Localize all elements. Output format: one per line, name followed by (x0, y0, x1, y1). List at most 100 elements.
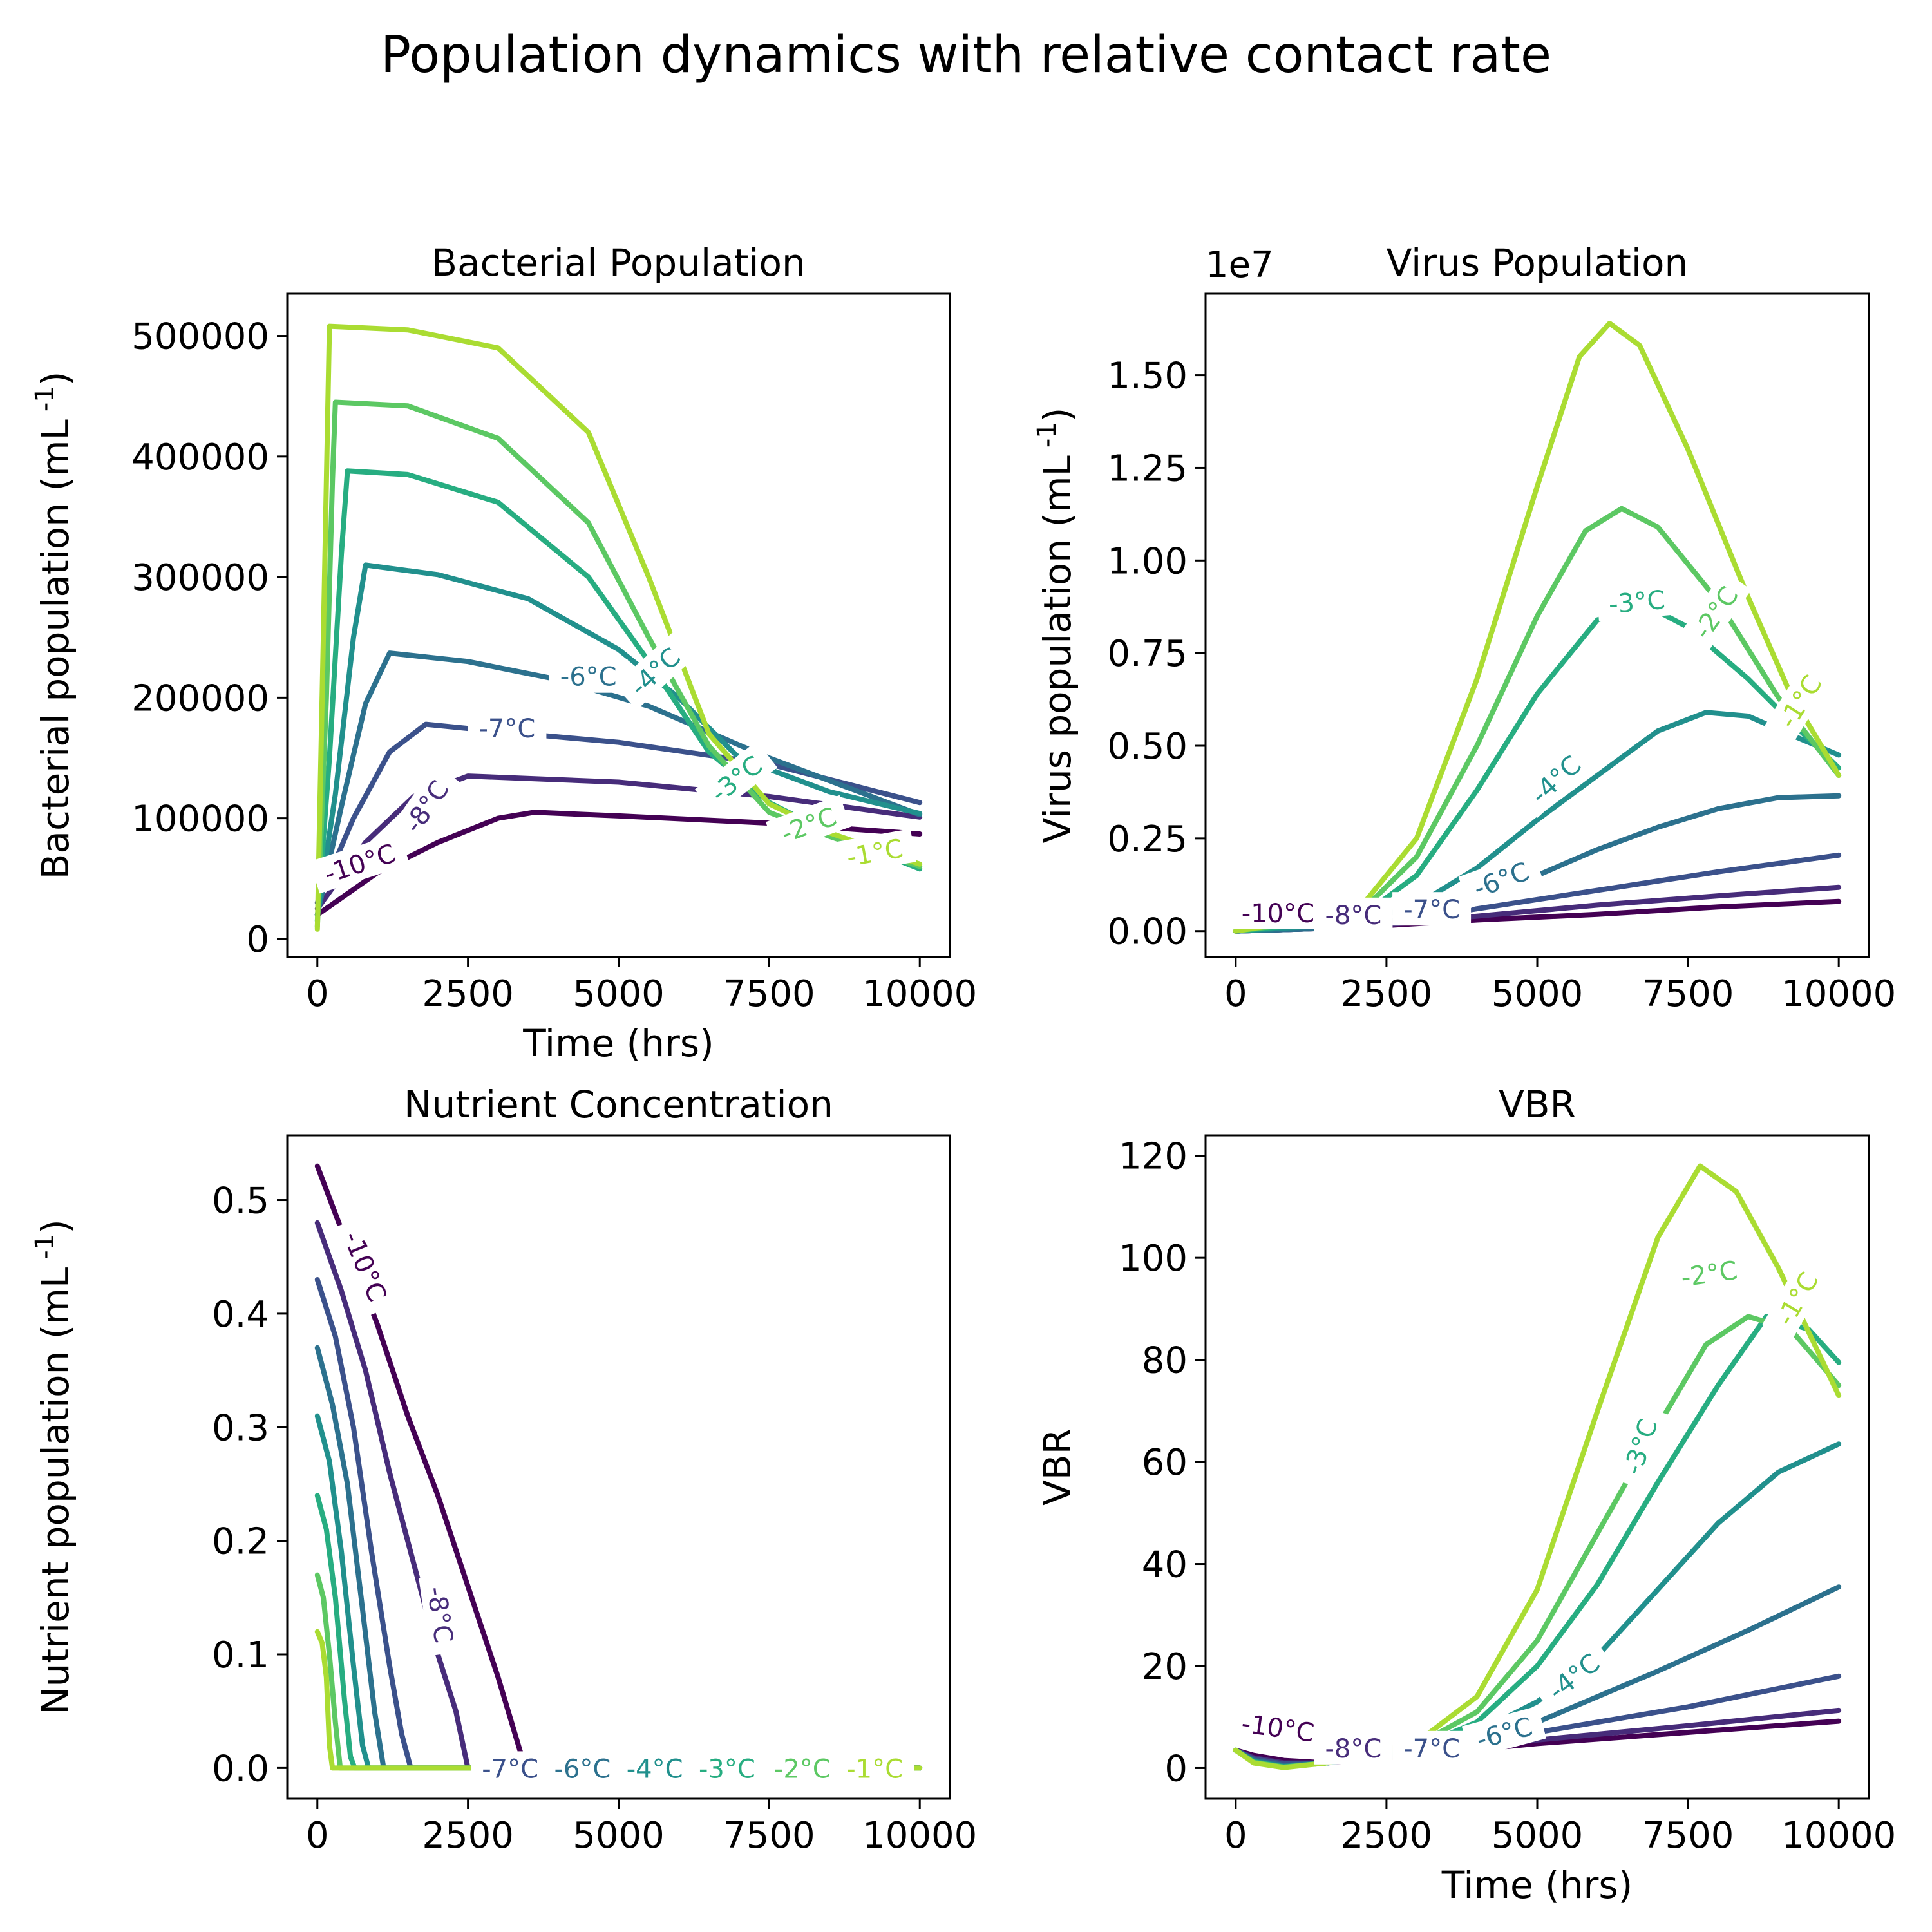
inline-label-backing (1314, 897, 1393, 931)
inline-label-1-c: -1°C (1764, 659, 1835, 744)
subplot-nutrient-concentration: Nutrient Concentration 0 2500 5000 7500 10000… (30, 1083, 977, 1857)
inline-label-10-c: -10°C (1228, 1704, 1327, 1751)
x-tick-label: 10000 (1781, 973, 1896, 1015)
inline-label-backing (1392, 892, 1472, 926)
series-group (314, 1163, 923, 1771)
y-tick-label: 0 (1164, 1748, 1188, 1790)
y-tick-label: 0.0 (212, 1748, 269, 1790)
axes-frame (286, 292, 951, 958)
inline-label-4-c: -4°C (615, 1751, 694, 1785)
inline-label-backing (614, 632, 696, 710)
y-tick-label: 1.25 (1107, 448, 1188, 489)
inline-label-7-c: -7°C (1392, 1730, 1472, 1765)
x-tick-label: 7500 (1642, 1815, 1734, 1857)
inline-label-group: -10°C-8°C-7°C-6°C-4°C-3°C-2°C-1°C (1228, 1251, 1831, 1765)
y-axis-label-exponent: -1 (30, 1234, 60, 1260)
inline-label-text: -6°C (560, 663, 617, 692)
inline-label-text: -8°C (1325, 1734, 1381, 1764)
subplot-virus-population: Virus Population 0 2500 5000 7500 10000 0.00 0.… (1032, 241, 1896, 1015)
inline-label-8-c: -8°C (1314, 897, 1393, 931)
x-tick-label: 10000 (1781, 1815, 1896, 1857)
y-tick-label: 400000 (131, 437, 269, 478)
inline-label-8-c: -8°C (419, 1573, 463, 1656)
y-axis-label-text: Nutrient population (mL (33, 1267, 77, 1715)
inline-label-7-c: -7°C (1392, 892, 1472, 926)
subplot-vbr: VBR 0 2500 5000 7500 10000 0 20 40 60 80 100 120 Time… (1036, 1083, 1896, 1907)
inline-label-backing (615, 1751, 694, 1785)
y-axis-label: Bacterial population (mL -1) (30, 372, 77, 880)
series-line-8-c (314, 773, 923, 912)
inline-label-text: -3°C (699, 1754, 755, 1784)
x-tick-label: 2500 (422, 973, 514, 1015)
inline-label-backing (389, 764, 462, 848)
x-tick-label: 2500 (1341, 973, 1433, 1015)
inline-label-backing (765, 795, 851, 854)
x-tick-label: 7500 (723, 1815, 815, 1857)
inline-label-backing (1458, 849, 1544, 909)
y-tick-label: 40 (1142, 1544, 1188, 1586)
inline-label-backing (1461, 1706, 1547, 1759)
series-line-10-c (314, 1163, 923, 1771)
inline-label-backing (694, 741, 777, 816)
subplot-title: VBR (1499, 1083, 1576, 1126)
y-tick-label: 0.2 (212, 1521, 269, 1563)
inline-label-6-c: -6°C (549, 659, 628, 693)
inline-label-backing (1228, 1704, 1327, 1751)
inline-label-text: -6°C (554, 1754, 611, 1784)
axes-frame (1204, 1134, 1870, 1800)
y-tick-label: 0.4 (212, 1294, 269, 1336)
y-tick-label: 0 (246, 919, 269, 961)
inline-label-backing (1532, 1638, 1615, 1714)
y-tick-label: 500000 (131, 316, 269, 358)
x-tick-label: 0 (1224, 1815, 1247, 1857)
inline-label-backing (1230, 895, 1325, 929)
inline-label-backing (762, 1751, 842, 1785)
y-axis-label-close: ) (1036, 408, 1079, 422)
axes-frame (286, 1134, 951, 1800)
inline-label-text: -3°C (1607, 585, 1666, 620)
y-axis-label-text: VBR (1036, 1428, 1079, 1506)
series-line-1-c (1233, 1163, 1842, 1770)
y-tick-label: 0.5 (212, 1180, 269, 1222)
inline-label-backing (419, 1573, 463, 1656)
x-tick-label: 7500 (1642, 973, 1734, 1015)
y-tick-label: 200000 (131, 677, 269, 719)
x-tick-label: 2500 (1341, 1815, 1433, 1857)
inline-label-backing (309, 832, 410, 894)
inline-label-text: -10°C (1242, 899, 1314, 929)
x-tick-label: 10000 (862, 1815, 977, 1857)
inline-label-3-c: -3°C (1596, 581, 1678, 621)
series-line-3-c (1233, 602, 1842, 934)
inline-label-text: -7°C (1403, 1734, 1460, 1764)
inline-label-backing (687, 1751, 766, 1785)
inline-label-backing (471, 1751, 550, 1785)
inline-label-text: -4°C (627, 1754, 683, 1784)
y-axis-label-close: ) (33, 372, 77, 386)
x-tick-label: 5000 (573, 973, 665, 1015)
subplot-title: Virus Population (1387, 241, 1689, 285)
inline-label-backing (543, 1751, 622, 1785)
series-line-2-c (314, 399, 923, 930)
x-tick-label: 2500 (422, 1815, 514, 1857)
y-tick-label: 100 (1119, 1238, 1188, 1280)
inline-label-text: -1°C (846, 1754, 903, 1784)
x-tick-label: 0 (1224, 973, 1247, 1015)
y-tick-label: 300000 (131, 557, 269, 599)
y-axis-label-text: Bacterial population (mL (33, 419, 77, 879)
axes-frame (1204, 292, 1870, 958)
x-tick-label: 5000 (1492, 1815, 1584, 1857)
y-tick-label: 60 (1142, 1442, 1188, 1484)
x-tick-label: 5000 (573, 1815, 665, 1857)
y-tick-label: 1.50 (1107, 355, 1188, 397)
y-axis-label-close: ) (33, 1219, 77, 1234)
inline-label-10-c: -10°C (1230, 895, 1325, 929)
inline-label-backing (1314, 1730, 1393, 1765)
x-tick-label: 10000 (862, 973, 977, 1015)
figure-title: Population dynamics with relative contac… (381, 26, 1551, 84)
subplot-title: Nutrient Concentration (404, 1083, 833, 1126)
y-axis-label: Virus population (mL -1) (1032, 408, 1079, 844)
inline-label-7-c: -7°C (468, 711, 547, 745)
inline-label-backing (1611, 1404, 1668, 1490)
y-axis-label: Nutrient population (mL -1) (30, 1219, 77, 1715)
inline-label-backing (833, 828, 916, 876)
